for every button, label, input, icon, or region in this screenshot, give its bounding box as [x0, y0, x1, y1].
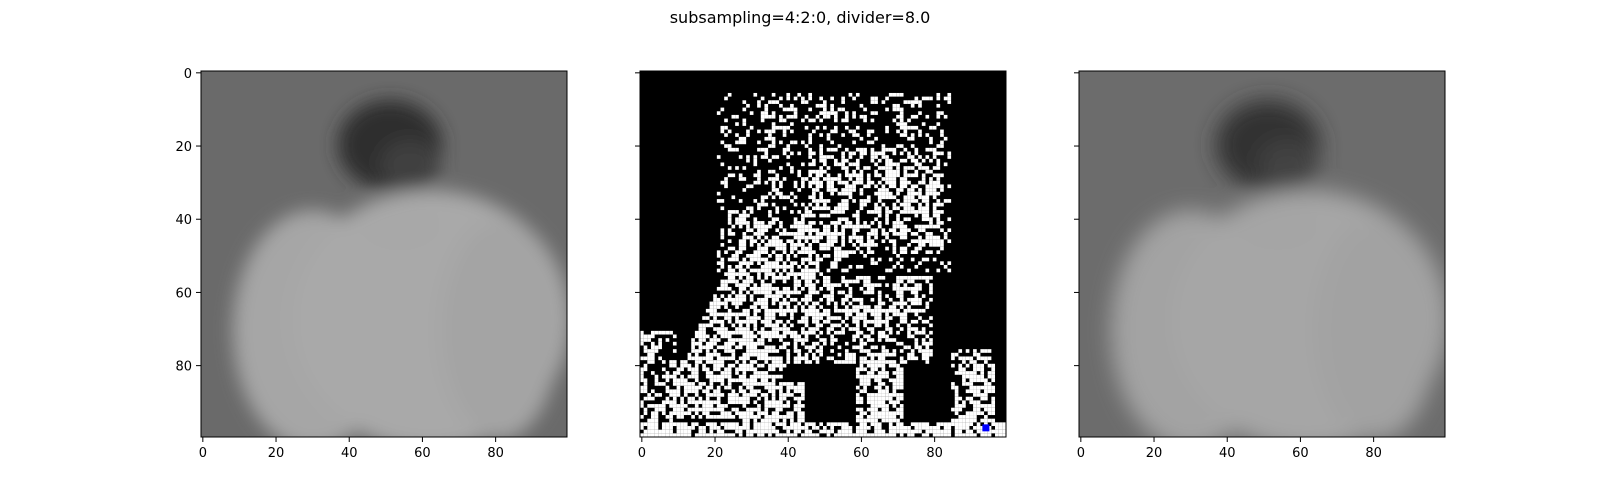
x-tick-label: 60 [1292, 446, 1309, 461]
x-tick-label: 80 [1365, 446, 1382, 461]
mask-marker [982, 424, 990, 432]
right-image [1079, 71, 1445, 437]
x-tick-label: 20 [1146, 446, 1163, 461]
x-tick-label: 60 [853, 446, 870, 461]
left-image [201, 71, 567, 437]
right-x-ticks: 0 20 40 60 80 [1077, 437, 1382, 461]
y-tick-label: 80 [175, 360, 192, 375]
x-tick-label: 60 [414, 446, 431, 461]
y-tick-label: 0 [184, 67, 192, 82]
x-tick-label: 40 [1219, 446, 1236, 461]
middle-y-ticks [635, 72, 640, 367]
figure-title: subsampling=4:2:0, divider=8.0 [670, 8, 931, 27]
x-tick-label: 0 [199, 446, 207, 461]
x-tick-label: 80 [926, 446, 943, 461]
left-x-ticks: 0 20 40 60 80 [199, 437, 504, 461]
y-tick-label: 40 [175, 213, 192, 228]
x-tick-label: 0 [1077, 446, 1085, 461]
x-tick-label: 20 [268, 446, 285, 461]
x-tick-label: 40 [341, 446, 358, 461]
middle-x-ticks: 0 20 40 60 80 [638, 437, 943, 461]
right-y-ticks [1074, 72, 1079, 367]
x-tick-label: 40 [780, 446, 797, 461]
x-tick-label: 0 [638, 446, 646, 461]
y-tick-label: 60 [175, 286, 192, 301]
x-tick-label: 20 [707, 446, 724, 461]
middle-mask [640, 71, 1006, 437]
right-image-panel: 0 20 40 60 80 [1074, 70, 1446, 461]
left-image-panel: 0 20 40 60 80 0 20 40 60 80 [175, 67, 568, 461]
y-tick-label: 20 [175, 140, 192, 155]
left-y-ticks: 0 20 40 60 80 [175, 67, 201, 375]
x-tick-label: 80 [487, 446, 504, 461]
middle-mask-panel: 0 20 40 60 80 [635, 70, 1007, 461]
